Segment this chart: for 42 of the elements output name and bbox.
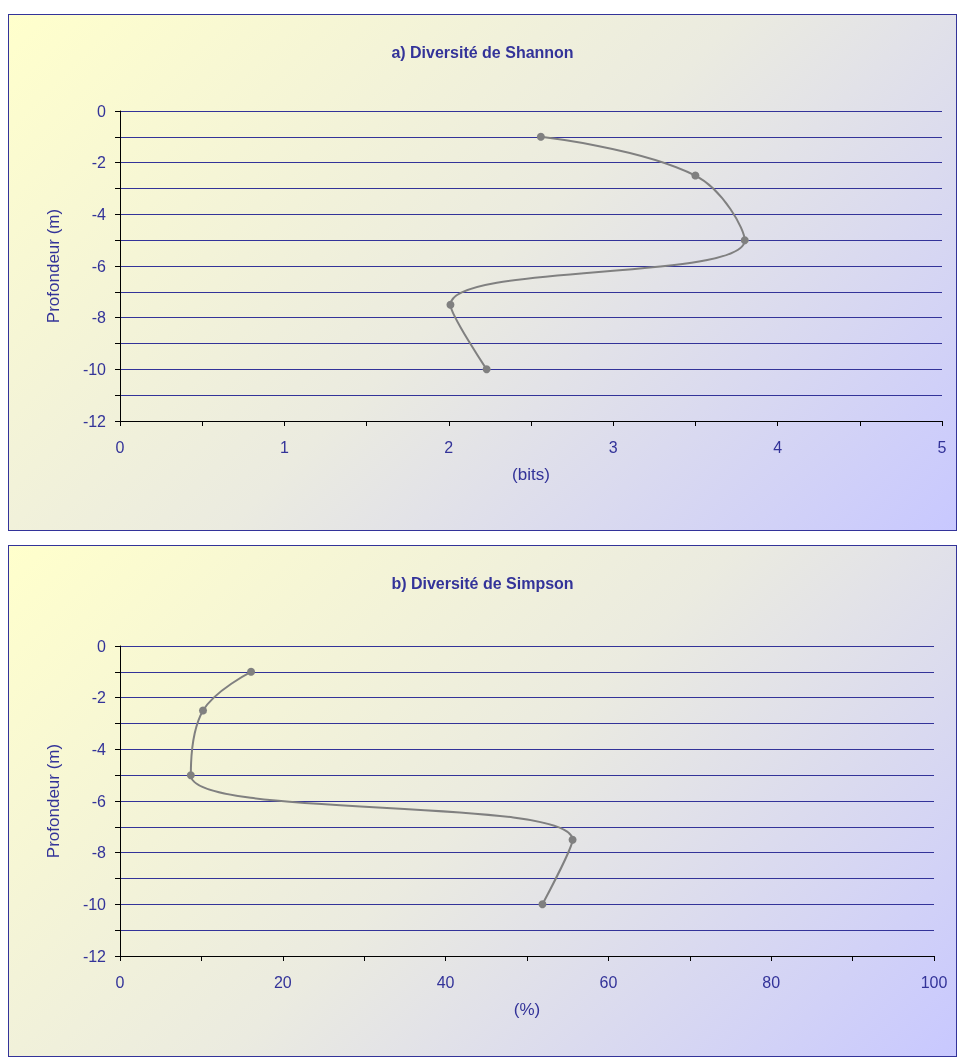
y-tick-label: -4 bbox=[91, 740, 107, 758]
chart-title: a) Diversité de Shannon bbox=[391, 43, 574, 61]
x-tick-label: 2 bbox=[444, 438, 454, 456]
x-tick-label: 60 bbox=[599, 973, 618, 991]
y-tick-label: -10 bbox=[82, 360, 107, 378]
point bbox=[568, 835, 577, 844]
y-tick-label: -4 bbox=[91, 205, 107, 223]
x-tick-label: 0 bbox=[115, 438, 125, 456]
x-tick-label: 40 bbox=[436, 973, 455, 991]
x-tick-label: 100 bbox=[920, 973, 948, 991]
point bbox=[446, 300, 455, 309]
point bbox=[199, 706, 208, 715]
x-tick-label: 20 bbox=[273, 973, 292, 991]
y-tick-label: -10 bbox=[82, 895, 107, 913]
point bbox=[186, 771, 195, 780]
y-tick-label: 0 bbox=[97, 102, 107, 120]
y-tick-label: -12 bbox=[82, 412, 107, 430]
x-tick-label: 5 bbox=[937, 438, 947, 456]
y-tick-label: 0 bbox=[97, 637, 107, 655]
point bbox=[740, 236, 749, 245]
point bbox=[247, 667, 256, 676]
x-tick-label: 0 bbox=[115, 973, 125, 991]
point bbox=[691, 171, 700, 180]
x-axis-title: (bits) bbox=[512, 465, 550, 484]
x-tick-label: 1 bbox=[279, 438, 289, 456]
y-axis-title: Profondeur (m) bbox=[44, 743, 63, 859]
chart-title: b) Diversité de Simpson bbox=[391, 574, 574, 592]
point bbox=[482, 365, 491, 374]
point bbox=[538, 900, 547, 909]
y-axis-title: Profondeur (m) bbox=[44, 208, 63, 324]
y-tick-label: -6 bbox=[91, 257, 107, 275]
x-tick-label: 4 bbox=[773, 438, 783, 456]
x-tick-label: 80 bbox=[762, 973, 781, 991]
x-tick-label: 3 bbox=[608, 438, 618, 456]
y-tick-label: -2 bbox=[91, 689, 107, 707]
y-tick-label: -8 bbox=[91, 309, 107, 327]
y-tick-label: -6 bbox=[91, 792, 107, 810]
y-tick-label: -8 bbox=[91, 844, 107, 862]
x-axis-title: (%) bbox=[513, 1000, 541, 1019]
y-tick-label: -12 bbox=[82, 947, 107, 965]
y-tick-label: -2 bbox=[91, 154, 107, 172]
point bbox=[536, 132, 545, 141]
